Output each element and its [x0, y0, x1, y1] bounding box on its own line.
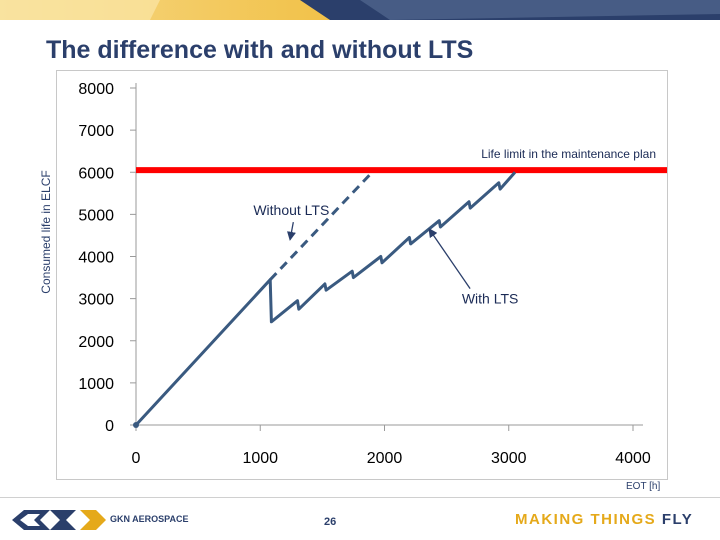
brand-name: GKN AEROSPACE [110, 514, 189, 524]
annotation-arrow-without-lts [287, 222, 296, 241]
series-with-lts-line [134, 171, 517, 427]
y-tick-label-6000: 6000 [78, 165, 114, 182]
footer-divider [0, 497, 720, 498]
annotation-arrow-with-lts [428, 228, 471, 289]
header-banner [0, 0, 720, 20]
y-tick-label-1000: 1000 [78, 376, 114, 393]
slogan: MAKING THINGS FLY [515, 511, 693, 528]
x-tick-label-0: 0 [132, 450, 141, 467]
x-tick-label-2000: 2000 [367, 450, 403, 467]
slogan-accent: FLY [661, 511, 694, 528]
header-banner-graphic [0, 0, 720, 20]
slogan-main: MAKING THINGS [515, 511, 657, 528]
y-tick-label-5000: 5000 [78, 207, 114, 224]
gkn-logo-icon [12, 510, 106, 530]
annotation-with-lts: With LTS [462, 291, 519, 307]
page-number: 26 [324, 516, 337, 528]
y-tick-label-2000: 2000 [78, 334, 114, 351]
series-without-lts-line [269, 171, 374, 281]
x-tick-label-4000: 4000 [615, 450, 651, 467]
slide-title: The difference with and without LTS [46, 36, 474, 64]
y-tick-label-3000: 3000 [78, 292, 114, 309]
x-tick-label-3000: 3000 [491, 450, 527, 467]
life-limit-label: Life limit in the maintenance plan [481, 147, 656, 161]
x-axis-label: EOT [h] [626, 481, 661, 492]
chart-frame [56, 70, 668, 480]
y-tick-label-8000: 8000 [78, 81, 114, 98]
gkn-logo [10, 508, 106, 537]
y-tick-label-7000: 7000 [78, 123, 114, 140]
y-tick-label-0: 0 [105, 418, 114, 435]
annotation-without-lts: Without LTS [253, 202, 329, 218]
x-tick-label-1000: 1000 [242, 450, 278, 467]
y-tick-label-4000: 4000 [78, 250, 114, 267]
origin-data-point [133, 422, 139, 428]
